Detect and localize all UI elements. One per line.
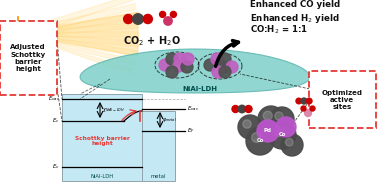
Circle shape: [143, 14, 152, 24]
Circle shape: [296, 98, 302, 104]
Circle shape: [170, 11, 176, 17]
Circle shape: [310, 106, 315, 111]
Text: $E_{v}$: $E_{v}$: [52, 163, 60, 171]
Text: Co: Co: [256, 139, 264, 143]
Text: Pd: Pd: [264, 129, 272, 133]
Circle shape: [181, 61, 193, 73]
FancyBboxPatch shape: [309, 71, 376, 128]
Circle shape: [174, 53, 186, 65]
Circle shape: [305, 109, 311, 116]
Circle shape: [285, 138, 293, 146]
Polygon shape: [62, 94, 142, 181]
Text: $E_{vac}$: $E_{vac}$: [187, 105, 199, 113]
Circle shape: [251, 133, 261, 142]
Circle shape: [159, 59, 171, 71]
Circle shape: [219, 53, 231, 65]
Text: Enhanced H$_2$ yield: Enhanced H$_2$ yield: [250, 12, 340, 25]
Circle shape: [219, 66, 231, 78]
Circle shape: [270, 107, 294, 131]
Polygon shape: [80, 49, 310, 93]
Circle shape: [133, 14, 143, 24]
Circle shape: [281, 134, 303, 156]
Circle shape: [124, 14, 133, 24]
Text: Co: Co: [278, 132, 286, 138]
Circle shape: [245, 105, 252, 112]
Circle shape: [159, 11, 166, 17]
Polygon shape: [142, 111, 175, 181]
Text: $\chi_{NiAl-LDH}$: $\chi_{NiAl-LDH}$: [102, 106, 125, 114]
Text: Schottky barrier
height: Schottky barrier height: [75, 136, 129, 146]
Circle shape: [246, 127, 274, 155]
Circle shape: [226, 61, 238, 73]
Circle shape: [6, 22, 30, 46]
Circle shape: [166, 66, 178, 78]
Circle shape: [274, 127, 284, 136]
Text: CO:H$_2$ = 1:1: CO:H$_2$ = 1:1: [250, 24, 308, 36]
Circle shape: [238, 115, 262, 139]
Text: $\varphi_{metal}$: $\varphi_{metal}$: [162, 116, 177, 124]
Circle shape: [243, 120, 251, 128]
Circle shape: [301, 98, 307, 104]
Text: Adjusted
Schottky
barrier
height: Adjusted Schottky barrier height: [10, 44, 46, 71]
Circle shape: [238, 105, 246, 113]
Circle shape: [164, 17, 172, 25]
Circle shape: [232, 105, 239, 112]
Polygon shape: [18, 12, 138, 56]
Text: NiAl-LDH: NiAl-LDH: [90, 174, 113, 179]
Circle shape: [258, 106, 284, 132]
Circle shape: [275, 112, 283, 120]
Text: Enhanced CO yield: Enhanced CO yield: [250, 0, 340, 9]
Text: CO$_2$ + H$_2$O: CO$_2$ + H$_2$O: [123, 34, 181, 48]
Circle shape: [173, 60, 185, 72]
Circle shape: [204, 59, 216, 71]
Circle shape: [218, 61, 230, 73]
Circle shape: [182, 53, 194, 65]
Text: NiAl-LDH: NiAl-LDH: [182, 86, 218, 92]
Text: metal: metal: [151, 174, 166, 179]
Circle shape: [212, 66, 224, 78]
Text: $E_{vac}$: $E_{vac}$: [48, 94, 60, 103]
Text: $E_{c}$: $E_{c}$: [52, 117, 60, 125]
Circle shape: [263, 111, 272, 120]
FancyBboxPatch shape: [0, 21, 57, 95]
Circle shape: [211, 53, 223, 65]
Circle shape: [307, 98, 312, 104]
Text: Optimized
active
sites: Optimized active sites: [322, 90, 363, 110]
Circle shape: [257, 120, 279, 142]
Circle shape: [268, 121, 296, 149]
Text: $E_{F}$: $E_{F}$: [187, 127, 195, 136]
Circle shape: [301, 106, 306, 111]
Circle shape: [276, 117, 296, 137]
Circle shape: [166, 53, 178, 65]
